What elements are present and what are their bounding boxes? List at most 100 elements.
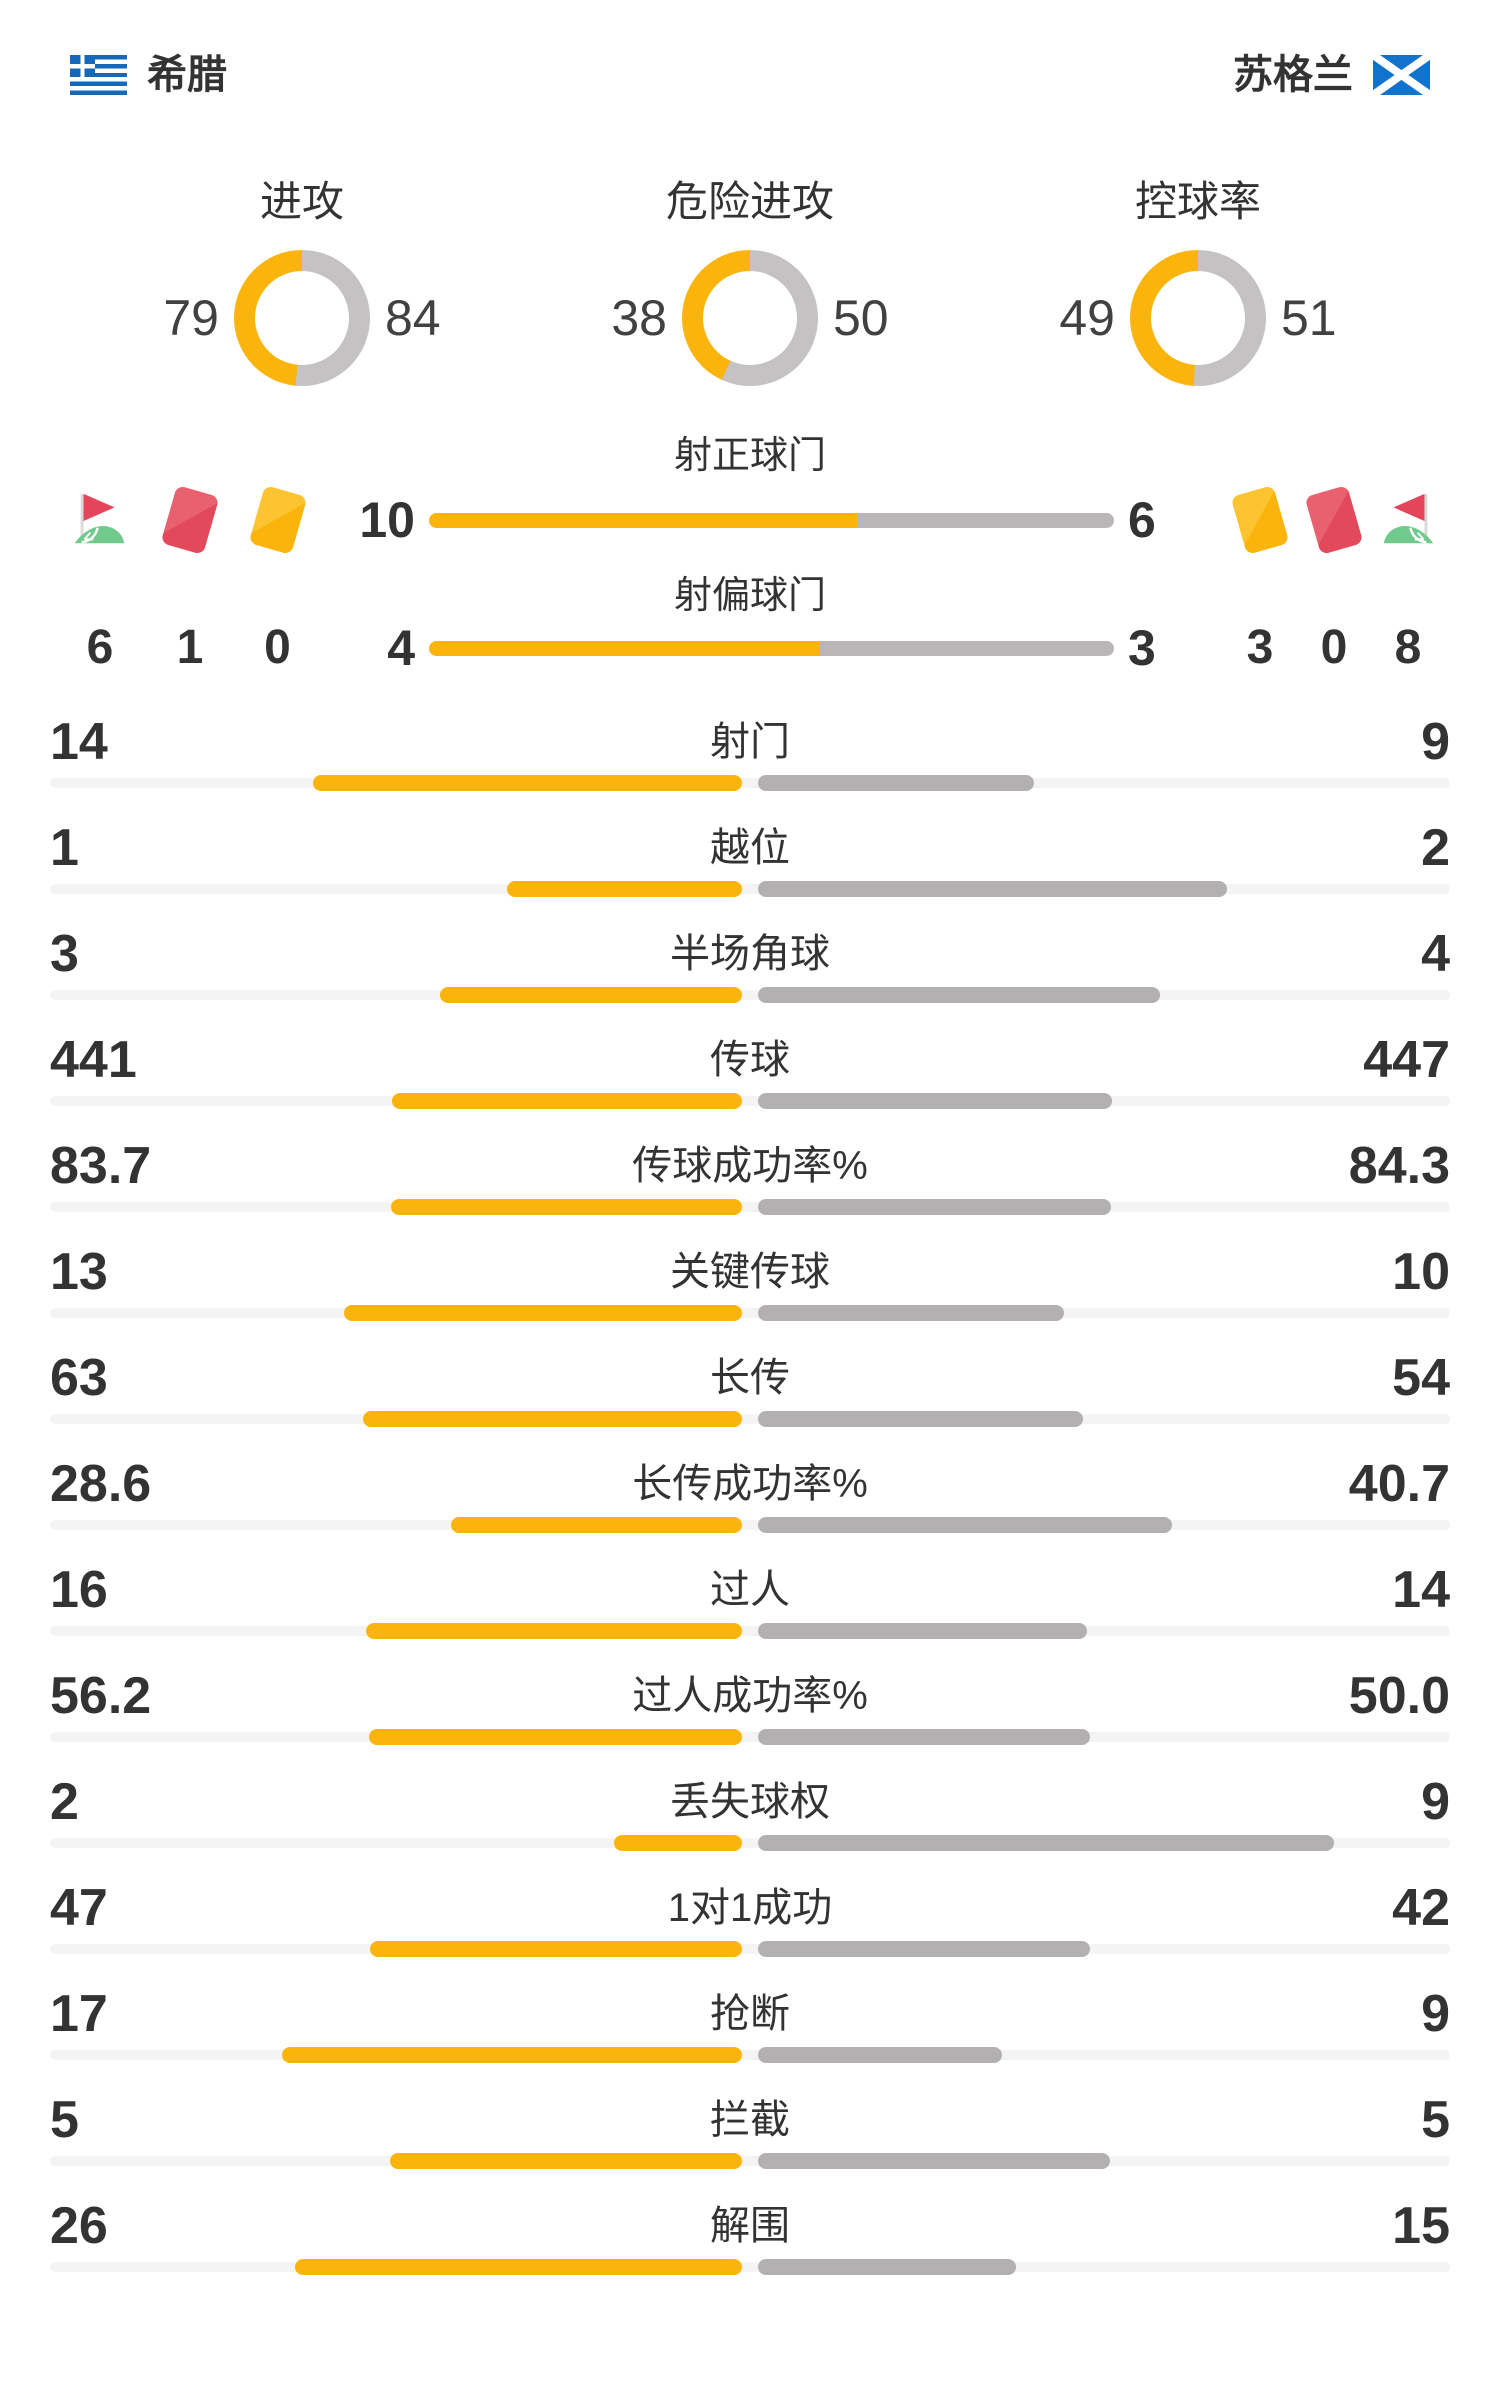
stat-home-bar <box>362 1411 742 1427</box>
stat-home-value: 14 <box>50 713 108 771</box>
scotland-flag-icon <box>1373 55 1430 95</box>
stat-away-bar <box>758 1623 1087 1639</box>
stat-bar-track <box>50 1941 1450 1957</box>
stat-away-bar <box>758 1835 1335 1851</box>
header: 希腊 苏格兰 <box>0 54 1500 96</box>
stat-away-bar <box>758 2259 1016 2275</box>
stat-away-bar <box>758 1199 1112 1215</box>
stat-away-bar <box>758 881 1228 897</box>
stat-home-bar <box>440 987 742 1003</box>
donut-ring <box>234 250 370 386</box>
home-bar-fill <box>429 512 858 528</box>
stat-away-value: 50.0 <box>1348 1667 1450 1725</box>
stat-away-value: 9 <box>1421 1773 1450 1831</box>
match-stats-panel: 希腊 苏格兰 进攻 79 84 危险进攻 38 50 <box>0 54 1500 2275</box>
home-red-card-count: 1 <box>176 621 204 674</box>
stat-away-bar <box>758 1093 1113 1109</box>
stat-label: 传球成功率% <box>632 1144 868 1188</box>
donut-gauges: 进攻 79 84 危险进攻 38 50 控球率 49 51 <box>0 180 1500 386</box>
stat-label: 长传 <box>710 1356 790 1400</box>
stat-row: 1 越位 2 <box>50 816 1450 897</box>
stat-home-value: 1 <box>50 819 79 877</box>
donut-label: 危险进攻 <box>665 178 834 225</box>
stat-home-bar <box>391 1199 742 1215</box>
home-corner-count: 6 <box>86 621 114 674</box>
stat-label: 长传成功率% <box>632 1462 868 1506</box>
stat-row: 2 丢失球权 9 <box>50 1770 1450 1851</box>
stat-label: 过人 <box>710 1568 790 1612</box>
corner-flag-icon <box>74 493 125 544</box>
stat-bar-track <box>50 775 1450 791</box>
stat-home-bar <box>370 1941 742 1957</box>
stat-row: 3 半场角球 4 <box>50 922 1450 1003</box>
stat-bar-track <box>50 1517 1450 1533</box>
stat-home-value: 26 <box>50 2197 108 2255</box>
stat-row: 83.7 传球成功率% 84.3 <box>50 1134 1450 1215</box>
stat-away-value: 14 <box>1392 1561 1450 1619</box>
stat-label: 过人成功率% <box>632 1674 868 1718</box>
red-card-icon <box>160 485 220 555</box>
yellow-card-icon <box>1230 485 1290 555</box>
stat-away-value: 40.7 <box>1348 1455 1450 1513</box>
stat-label: 抢断 <box>710 1992 790 2036</box>
donut-home-value: 38 <box>611 290 667 346</box>
stat-away-value: 4 <box>1421 925 1450 983</box>
stat-home-bar <box>343 1305 742 1321</box>
away-corner-count: 8 <box>1394 621 1422 674</box>
stat-bar-track <box>50 1729 1450 1745</box>
stat-away-bar <box>758 1411 1083 1427</box>
shots-on-target-label: 射正球门 <box>673 435 826 477</box>
stat-bar-track <box>50 1411 1450 1427</box>
stat-row: 28.6 长传成功率% 40.7 <box>50 1452 1450 1533</box>
stats-list: 14 射门 9 1 越位 2 3 半场角球 4 <box>0 710 1500 2275</box>
stat-label: 越位 <box>710 826 790 870</box>
stat-home-value: 28.6 <box>50 1455 152 1513</box>
stat-away-bar <box>758 2047 1002 2063</box>
shots-off-target-away: 3 <box>1128 620 1156 676</box>
stat-label: 拦截 <box>710 2098 790 2142</box>
stat-away-bar <box>758 775 1034 791</box>
stat-away-value: 5 <box>1421 2091 1450 2149</box>
away-team-name: 苏格兰 <box>1233 53 1353 97</box>
shots-on-target-home: 10 <box>359 492 415 548</box>
stat-home-bar <box>366 1623 742 1639</box>
shots-off-target-home: 4 <box>387 620 415 676</box>
stat-home-bar <box>295 2259 742 2275</box>
stat-away-bar <box>758 1517 1172 1533</box>
shots-on-target-away: 6 <box>1128 492 1156 548</box>
stat-row: 56.2 过人成功率% 50.0 <box>50 1664 1450 1745</box>
stat-away-value: 15 <box>1392 2197 1450 2255</box>
donut-away-value: 84 <box>385 290 441 346</box>
stat-row: 17 抢断 9 <box>50 1982 1450 2063</box>
stat-home-value: 83.7 <box>50 1137 152 1195</box>
stat-bar-track <box>50 1199 1450 1215</box>
stat-label: 丢失球权 <box>670 1780 830 1824</box>
stat-away-value: 2 <box>1421 819 1450 877</box>
away-team: 苏格兰 <box>1233 54 1430 96</box>
stat-bar-track <box>50 987 1450 1003</box>
stat-bar-track <box>50 881 1450 897</box>
stat-home-value: 63 <box>50 1349 108 1407</box>
stat-away-bar <box>758 1305 1065 1321</box>
stat-home-bar <box>281 2047 742 2063</box>
stat-away-value: 54 <box>1392 1349 1450 1407</box>
stat-label: 传球 <box>710 1038 790 1082</box>
stat-label: 关键传球 <box>670 1250 830 1294</box>
stat-away-value: 84.3 <box>1348 1137 1450 1195</box>
stat-home-value: 5 <box>50 2091 79 2149</box>
stat-label: 半场角球 <box>670 932 830 976</box>
donut-away-value: 50 <box>833 290 889 346</box>
shots-on-target-row: 10 6 <box>0 480 1500 560</box>
stat-away-value: 9 <box>1421 713 1450 771</box>
stat-home-bar <box>369 1729 742 1745</box>
stat-home-bar <box>392 1093 742 1109</box>
stat-label: 解围 <box>710 2204 790 2248</box>
yellow-card-icon <box>248 485 307 555</box>
stat-row: 47 1对1成功 42 <box>50 1876 1450 1957</box>
donut-ring <box>1130 250 1266 386</box>
stat-row: 16 过人 14 <box>50 1558 1450 1639</box>
donut-group-dangerous-attacks: 危险进攻 38 50 <box>585 180 915 386</box>
stat-home-value: 2 <box>50 1773 79 1831</box>
corner-flag-icon <box>1383 493 1434 544</box>
stat-home-value: 13 <box>50 1243 108 1301</box>
